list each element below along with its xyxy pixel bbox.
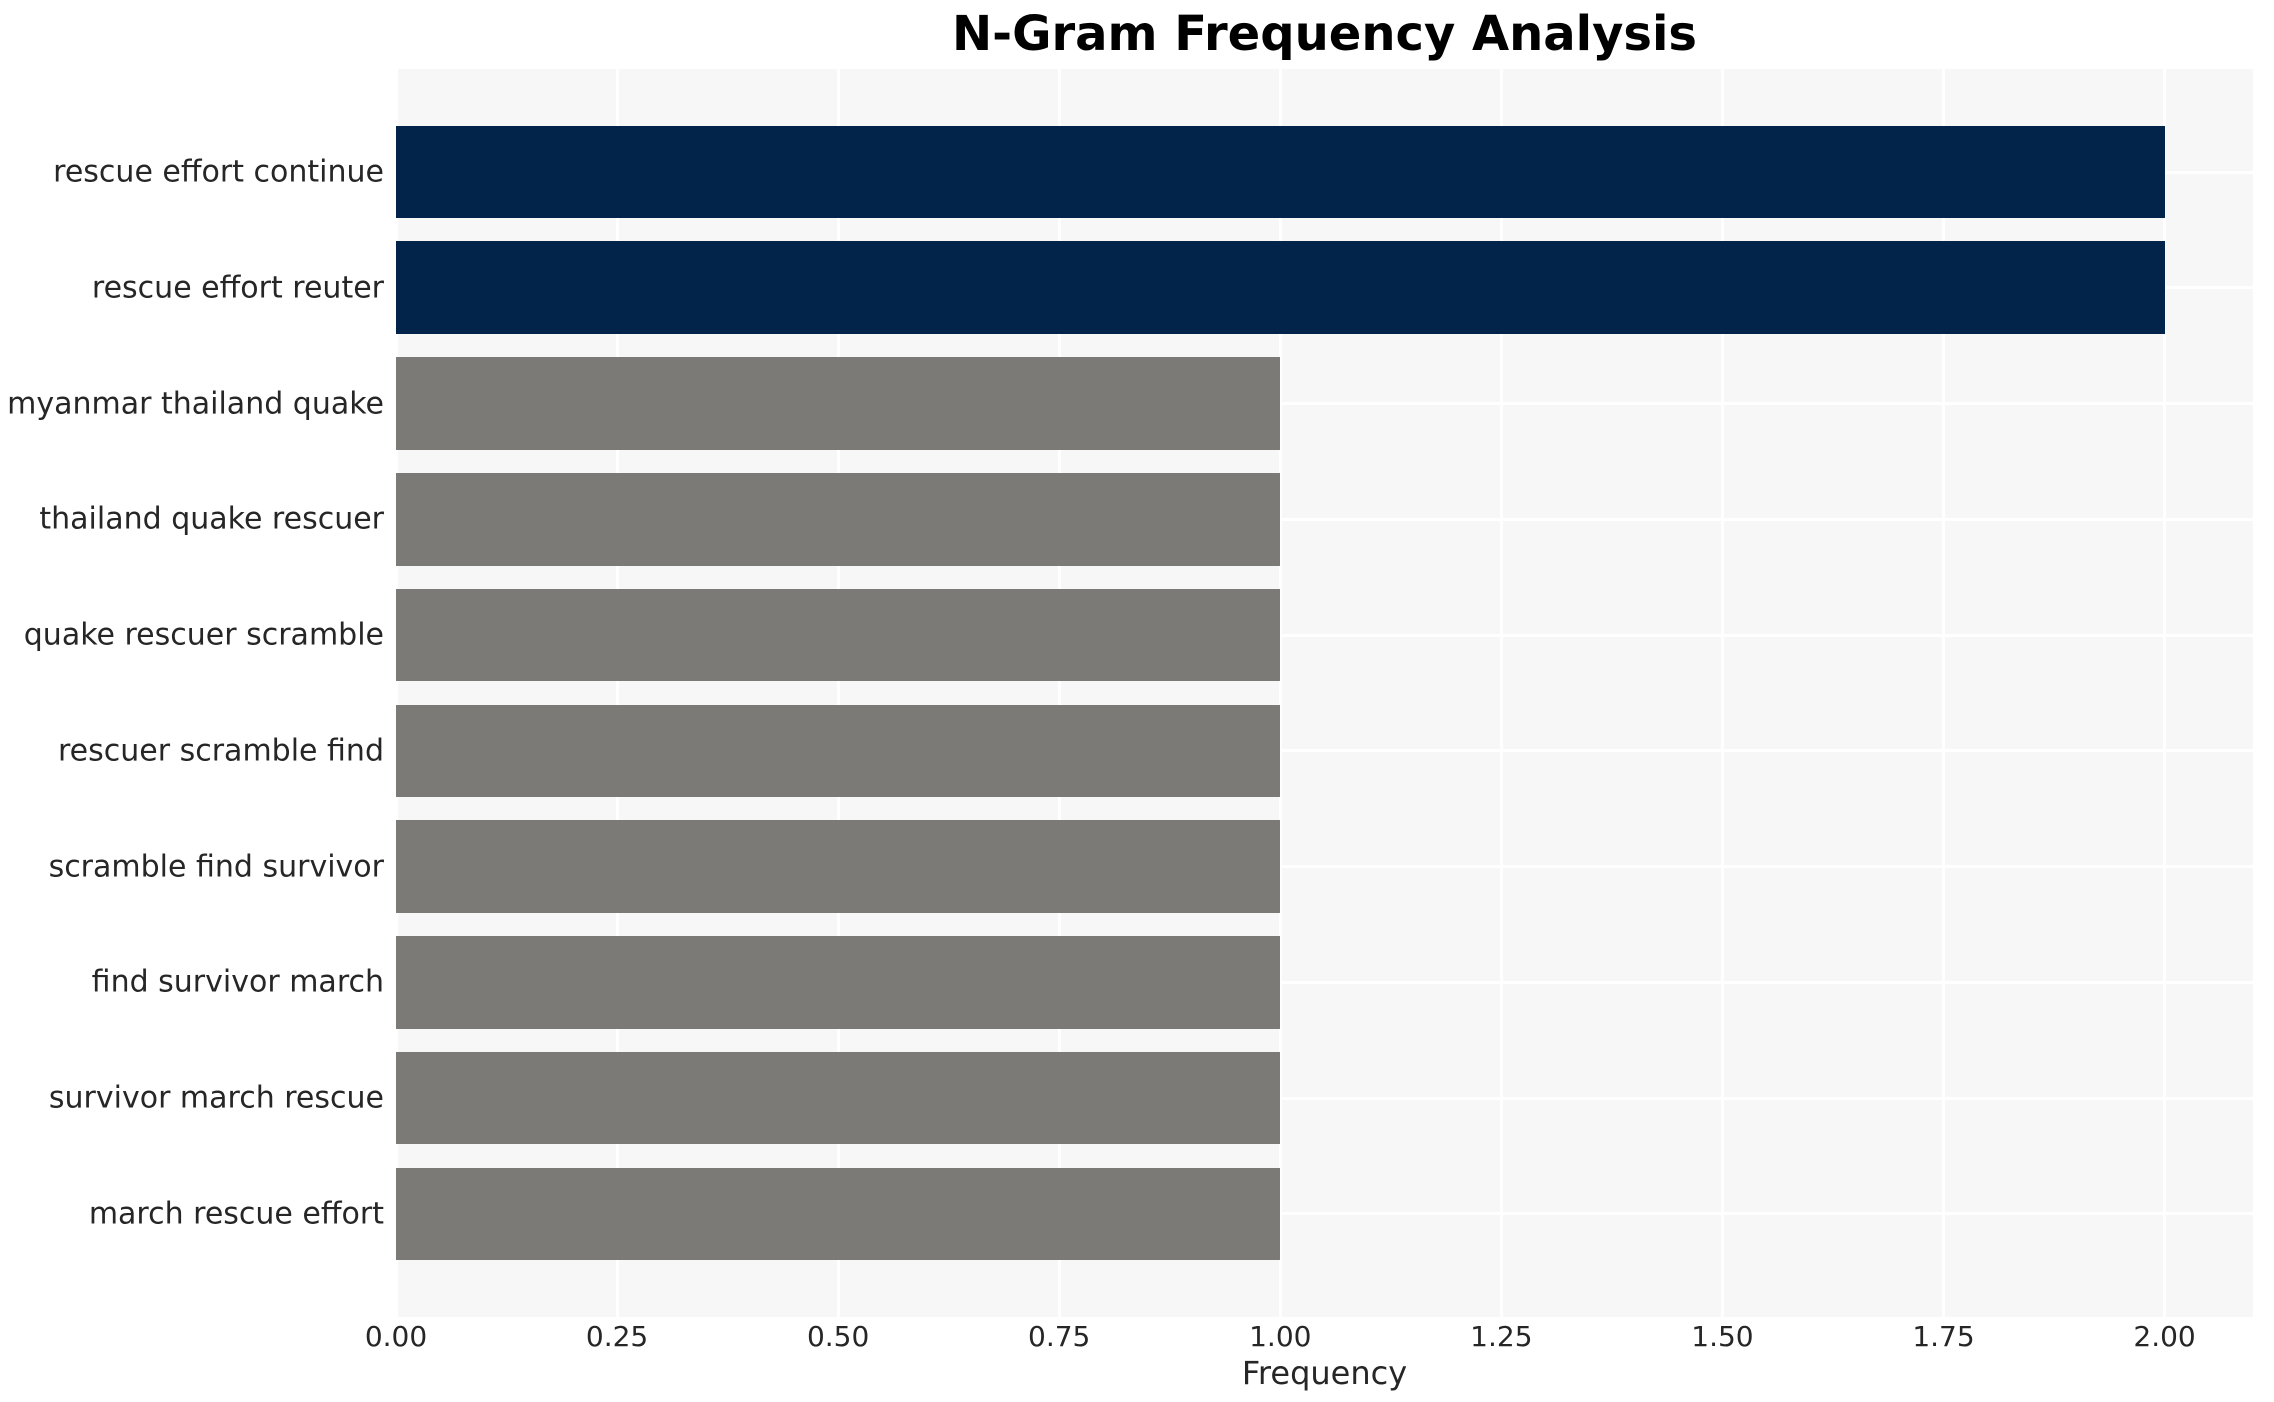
gridline-vertical — [1942, 69, 1945, 1317]
bar — [396, 820, 1281, 913]
y-tick-label: quake rescuer scramble — [23, 617, 384, 653]
bar — [396, 936, 1281, 1029]
gridline-vertical — [394, 69, 398, 1317]
x-tick-label: 1.00 — [1249, 1320, 1312, 1353]
bar — [396, 357, 1281, 450]
chart-title: N-Gram Frequency Analysis — [952, 6, 1697, 62]
gridline-vertical — [2163, 69, 2167, 1317]
x-tick-label: 1.50 — [1691, 1320, 1754, 1353]
gridline-vertical — [615, 69, 619, 1317]
y-tick-label: survivor march rescue — [48, 1080, 384, 1116]
gridline-horizontal — [396, 1212, 2253, 1216]
gridline-horizontal — [396, 980, 2253, 984]
x-tick-label: 2.00 — [2133, 1320, 2196, 1353]
gridline-horizontal — [396, 1096, 2253, 1100]
y-tick-label: rescue effort continue — [53, 154, 384, 190]
x-tick-label: 1.75 — [1912, 1320, 1975, 1353]
bar — [396, 241, 2165, 335]
y-tick-label: march rescue effort — [88, 1196, 384, 1232]
bar — [396, 588, 1281, 682]
bar — [396, 125, 2165, 219]
x-tick-label: 0.25 — [585, 1320, 649, 1353]
y-tick-label: find survivor march — [91, 964, 384, 1000]
gridline-vertical — [1720, 69, 1724, 1317]
y-axis: rescue effort continue rescue effort reut… — [0, 0, 384, 1402]
gridline-vertical — [1278, 69, 1282, 1317]
x-tick-label: 0.75 — [1028, 1320, 1091, 1353]
y-tick-label: rescuer scramble find — [58, 733, 384, 769]
bar — [396, 473, 1281, 566]
gridline-horizontal — [396, 749, 2253, 753]
gridline-vertical — [836, 69, 840, 1317]
bar — [396, 1167, 1281, 1261]
gridline-vertical — [1499, 69, 1503, 1317]
x-axis-title: Frequency — [1241, 1354, 1408, 1392]
y-tick-label: myanmar thailand quake — [7, 386, 384, 422]
x-tick-label: 0.50 — [806, 1320, 870, 1353]
gridline-horizontal — [396, 865, 2253, 869]
gridline-horizontal — [396, 633, 2253, 637]
y-tick-label: scramble find survivor — [48, 849, 384, 885]
bar — [396, 1051, 1281, 1145]
plot-area — [394, 69, 2253, 1317]
y-tick-label: rescue effort reuter — [91, 270, 384, 306]
bar — [396, 704, 1281, 798]
gridline-horizontal — [396, 402, 2253, 406]
y-tick-label: thailand quake rescuer — [39, 501, 384, 537]
x-tick-label: 1.25 — [1470, 1320, 1533, 1353]
gridline-horizontal — [396, 517, 2253, 521]
gridline-vertical — [1057, 69, 1061, 1317]
